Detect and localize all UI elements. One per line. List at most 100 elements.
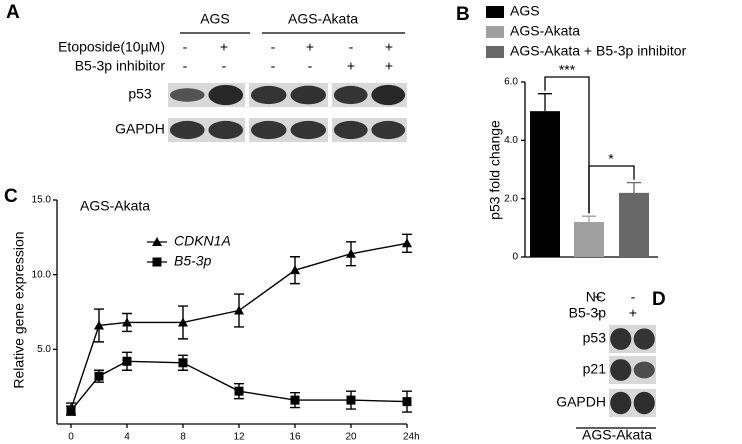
- y-tick-label: 4.0: [504, 135, 518, 146]
- blot-band: [610, 391, 632, 415]
- blot-band: [371, 120, 406, 140]
- blot-band: [633, 391, 655, 415]
- sign: +: [385, 58, 393, 74]
- marker: [346, 248, 356, 258]
- x-tick-label: 12: [233, 432, 245, 443]
- y-axis-label: Relative gene expression: [11, 231, 27, 388]
- legend-label: AGS-Akata: [510, 23, 580, 39]
- marker: [402, 397, 412, 407]
- marker: [234, 386, 244, 396]
- legend-swatch: [486, 26, 504, 38]
- bar: [530, 111, 560, 258]
- x-tick-label: 20: [345, 432, 357, 443]
- sign: +: [306, 39, 314, 55]
- line: [70, 242, 408, 410]
- bar: [574, 222, 604, 257]
- legend-label: B5-3p: [174, 253, 212, 269]
- band-label: p53: [583, 330, 607, 346]
- chart-title: AGS-Akata: [80, 198, 150, 214]
- blot-band: [633, 361, 655, 379]
- row-label: Etoposide(10µM): [58, 39, 165, 55]
- row-label: B5-3p: [569, 305, 607, 321]
- panel-label: C: [4, 186, 18, 207]
- error-bar: [627, 181, 641, 193]
- blot-band: [610, 359, 632, 381]
- marker: [94, 371, 104, 381]
- sign: -: [308, 58, 313, 74]
- band-label: GAPDH: [556, 394, 606, 410]
- significance-label: ***: [559, 62, 576, 78]
- sign: -: [183, 39, 188, 55]
- blot-band: [290, 120, 327, 140]
- line: [70, 360, 408, 412]
- band-label: GAPDH: [115, 121, 165, 137]
- legend-label: AGS: [510, 3, 540, 19]
- blot-band: [333, 85, 368, 105]
- blot-band: [250, 85, 287, 105]
- sign: +: [629, 305, 637, 321]
- y-tick-label: 2.0: [504, 193, 518, 204]
- marker: [234, 305, 244, 315]
- marker: [290, 395, 300, 405]
- marker: [178, 317, 188, 327]
- x-tick-label: 24h: [403, 432, 420, 443]
- legend-swatch: [486, 46, 504, 58]
- y-tick-label: 6.0: [504, 77, 518, 88]
- x-tick-label: 8: [180, 432, 186, 443]
- blot-band: [290, 85, 327, 105]
- blot-band: [208, 120, 244, 140]
- blot-band: [169, 88, 205, 102]
- band-label: p21: [583, 361, 607, 377]
- significance-bracket: [544, 76, 590, 214]
- sign: -: [349, 39, 354, 55]
- marker: [66, 406, 76, 416]
- error-bar: [538, 93, 552, 112]
- sign: -: [183, 58, 188, 74]
- sign: -: [222, 58, 227, 74]
- y-tick-label: 5.0: [37, 344, 51, 355]
- group-label: AGS: [200, 11, 230, 27]
- blot-band: [333, 120, 368, 140]
- group-label: AGS-Akata: [288, 11, 358, 27]
- significance-bracket: [588, 165, 635, 214]
- blot-band: [208, 84, 244, 106]
- blot-band: [169, 120, 205, 140]
- marker: [122, 356, 132, 366]
- marker: [402, 238, 412, 248]
- legend-label: CDKN1A: [174, 233, 231, 249]
- sign: -: [271, 58, 276, 74]
- bar: [619, 192, 649, 257]
- marker: [290, 265, 300, 275]
- error-bar: [582, 215, 596, 222]
- y-axis-label: p53 fold change: [487, 120, 503, 220]
- y-tick-label: 15.0: [32, 195, 52, 206]
- blot-band: [250, 120, 287, 140]
- marker: [122, 317, 132, 327]
- panel-label: B: [456, 4, 470, 25]
- sign: +: [385, 39, 393, 55]
- marker: [94, 320, 104, 330]
- sign: -: [596, 305, 601, 321]
- panel-label: D: [652, 289, 666, 310]
- legend-label: AGS-Akata + B5-3p inhibitor: [510, 43, 687, 59]
- marker: [346, 395, 356, 405]
- x-tick-label: 4: [124, 432, 130, 443]
- cell-line-label: AGS-Akata: [582, 427, 652, 443]
- sign: -: [631, 289, 636, 305]
- row-label: NC: [586, 289, 606, 305]
- marker: [178, 358, 188, 368]
- blot-band: [371, 84, 406, 106]
- significance-label: *: [608, 151, 614, 167]
- y-tick-label: 10.0: [32, 269, 52, 280]
- panel-label: A: [6, 2, 20, 23]
- blot-band: [633, 328, 655, 350]
- legend-swatch: [486, 6, 504, 18]
- sign: +: [220, 39, 228, 55]
- blot-band: [610, 328, 632, 350]
- sign: -: [271, 39, 276, 55]
- row-label: B5-3p inhibitor: [75, 58, 166, 74]
- sign: +: [594, 289, 602, 305]
- x-tick-label: 0: [68, 432, 74, 443]
